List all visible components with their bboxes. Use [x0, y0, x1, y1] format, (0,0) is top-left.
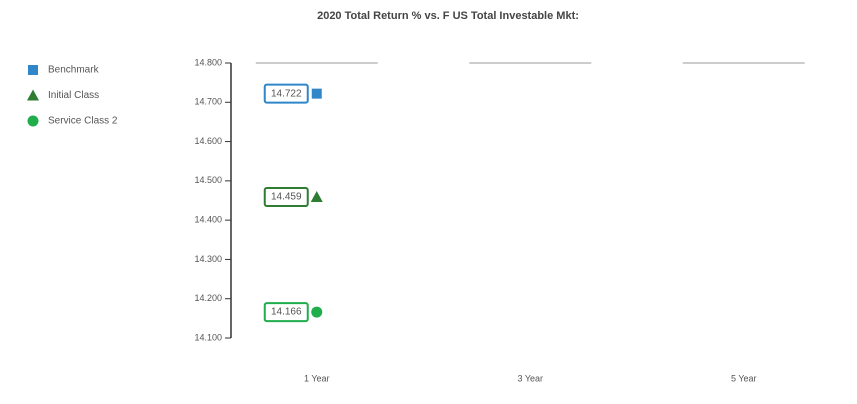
data-label-box	[263, 83, 309, 104]
data-label-box	[263, 186, 309, 207]
data-point	[311, 306, 323, 318]
data-point	[310, 190, 323, 202]
y-tick-label: 14.600	[194, 136, 222, 146]
y-tick-label: 14.100	[194, 332, 222, 342]
legend-label: Benchmark	[48, 65, 100, 76]
x-tick-label: 5 Year	[731, 373, 757, 383]
y-tick-label: 14.700	[194, 97, 222, 107]
x-tick-label: 3 Year	[517, 373, 543, 383]
data-point	[311, 88, 322, 99]
y-tick-label: 14.300	[194, 254, 222, 264]
y-tick-label: 14.500	[194, 175, 222, 185]
legend-marker	[27, 115, 39, 127]
y-tick-label: 14.800	[194, 57, 222, 67]
legend-label: Service Class 2	[48, 116, 118, 127]
data-label: 14.722	[271, 88, 302, 99]
chart-title: 2020 Total Return % vs. F US Total Inves…	[317, 10, 579, 22]
data-label-box	[263, 302, 309, 323]
y-tick-label: 14.400	[194, 215, 222, 225]
legend-label: Initial Class	[48, 90, 99, 101]
data-label: 14.459	[271, 192, 302, 203]
x-tick-label: 1 Year	[304, 373, 330, 383]
legend-marker	[28, 65, 38, 75]
legend-marker	[27, 89, 39, 101]
y-tick-label: 14.200	[194, 293, 222, 303]
data-label: 14.166	[271, 307, 302, 318]
